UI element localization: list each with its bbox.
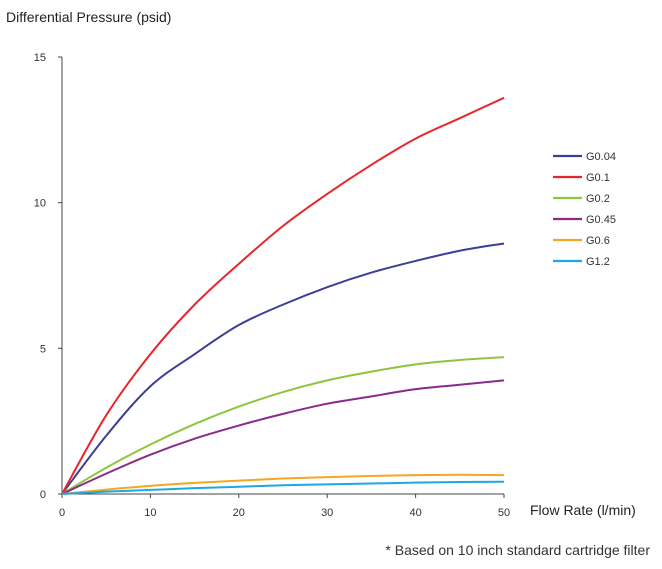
x-tick-label: 20 <box>233 507 245 519</box>
footnote: * Based on 10 inch standard cartridge fi… <box>385 542 650 558</box>
series-line-g0-6 <box>61 473 505 495</box>
series-line-g0-1 <box>61 96 505 495</box>
x-tick-label: 40 <box>409 507 421 519</box>
legend-label-g0-2: G0.2 <box>586 193 610 205</box>
legend-label-g0-45: G0.45 <box>586 214 616 226</box>
series-line-g0-2 <box>61 356 505 495</box>
x-tick-label: 30 <box>321 507 333 519</box>
axes <box>58 56 505 498</box>
x-axis-title: Flow Rate (l/min) <box>530 502 636 518</box>
legend-label-g1-2: G1.2 <box>586 256 610 268</box>
y-tick-label: 10 <box>34 198 46 210</box>
y-tick-label: 5 <box>40 343 46 355</box>
legend-label-g0-6: G0.6 <box>586 235 610 247</box>
series-line-g0-45 <box>61 379 505 495</box>
series-line-g1-2 <box>61 480 505 495</box>
y-tick-label: 15 <box>34 52 46 64</box>
tick-labels: 0 10 20 30 40 50 0 5 10 15 <box>34 52 510 519</box>
series-line-g0-04 <box>61 242 505 495</box>
legend-label-g0-1: G0.1 <box>586 172 610 184</box>
series-lines <box>61 96 505 495</box>
legend-label-g0-04: G0.04 <box>586 151 616 163</box>
y-tick-label: 0 <box>40 489 46 501</box>
y-axis-title: Differential Pressure (psid) <box>6 9 171 25</box>
x-tick-label: 50 <box>498 507 510 519</box>
x-tick-label: 0 <box>59 507 65 519</box>
legend: G0.04 G0.1 G0.2 G0.45 G0.6 G1.2 <box>553 151 616 268</box>
x-tick-label: 10 <box>144 507 156 519</box>
